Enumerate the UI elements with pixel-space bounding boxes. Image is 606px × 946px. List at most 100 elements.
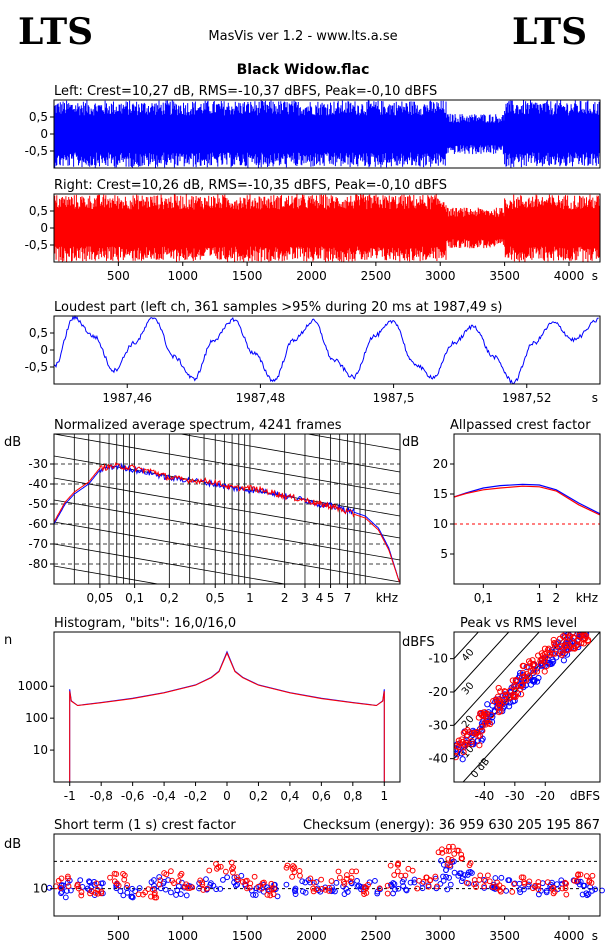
- peak_vs_rms-point: [567, 633, 574, 640]
- short_term_crest-point: [575, 872, 581, 879]
- short_term_crest-point: [136, 885, 143, 891]
- short_term_crest-point: [171, 880, 177, 887]
- right_waveform-xunit: s: [592, 269, 598, 283]
- histogram-xtick-label: 0: [223, 789, 231, 803]
- spectrum-diag: [54, 543, 288, 584]
- left_waveform-ytick-label: 0,5: [29, 110, 48, 124]
- peak_vs_rms-point: [581, 622, 586, 627]
- short_term_crest-point: [313, 886, 320, 893]
- short_term_crest-point: [87, 890, 93, 897]
- peak_vs_rms-point: [580, 632, 582, 633]
- peak_vs_rms-point: [518, 691, 525, 698]
- peak_vs_rms-point: [455, 744, 462, 751]
- short_term_crest-point: [520, 886, 527, 893]
- short_term_crest-xtick-label: 2000: [296, 929, 327, 943]
- loudest_part-xtick-label: 1987,46: [102, 391, 152, 405]
- short_term_crest-point: [292, 891, 299, 898]
- peak_vs_rms-point: [484, 701, 491, 708]
- peak_vs_rms-point: [562, 632, 569, 636]
- short_term_crest-point: [284, 862, 291, 869]
- short_term_crest-point: [543, 889, 550, 896]
- peak_vs_rms-point: [533, 668, 541, 675]
- short_term_crest-point: [518, 874, 525, 881]
- peak_vs_rms-point: [519, 669, 526, 676]
- short_term_crest-point: [310, 885, 316, 892]
- short_term_crest-point: [117, 888, 124, 895]
- short_term_crest-xunit: s: [592, 929, 598, 943]
- short_term_crest-point: [160, 880, 167, 887]
- short_term_crest-point: [481, 883, 488, 890]
- short_term_crest-point: [322, 886, 329, 893]
- short_term_crest-points: [46, 843, 605, 901]
- peak_vs_rms-point: [557, 642, 564, 649]
- short_term_crest-point: [434, 883, 440, 890]
- short_term_crest-point: [349, 868, 355, 875]
- short_term_crest-point: [376, 885, 383, 892]
- short_term_crest-point: [447, 862, 453, 869]
- short_term_crest-point: [535, 886, 542, 893]
- short_term_crest-point: [348, 874, 355, 881]
- peak_vs_rms-point: [583, 632, 590, 638]
- short_term_crest-point: [500, 884, 506, 891]
- short_term_crest-xtick-label: 1500: [232, 929, 263, 943]
- peak_vs_rms-point: [551, 641, 558, 648]
- peak_vs_rms-ytick-label: -10: [428, 652, 448, 666]
- peak_vs_rms-point: [541, 656, 548, 663]
- short_term_crest-point: [177, 891, 184, 898]
- peak_vs_rms-point: [505, 695, 512, 702]
- short_term_crest-point: [290, 863, 297, 869]
- peak_vs_rms-xlabel: dBFS: [570, 789, 600, 803]
- short_term_crest-point: [372, 877, 378, 884]
- peak_vs_rms-point: [462, 728, 469, 735]
- peak_vs_rms-point: [523, 664, 530, 671]
- short_term_crest-point: [562, 879, 568, 886]
- short_term_crest-point: [573, 877, 580, 884]
- peak_vs_rms-point: [495, 700, 503, 708]
- short_term_crest-point: [258, 885, 265, 892]
- spectrum-ytick-label: -50: [28, 497, 48, 511]
- short_term_crest-point: [583, 873, 590, 879]
- short_term_crest-point: [77, 877, 84, 883]
- short_term_crest-point: [214, 865, 220, 872]
- short_term_crest-point: [222, 868, 229, 875]
- short_term_crest-point: [64, 873, 71, 880]
- peak_vs_rms-ylabel: dBFS: [402, 635, 435, 650]
- short_term_crest-point: [74, 881, 81, 888]
- short_term_crest-frame: [53, 833, 601, 917]
- short_term_crest-point: [163, 871, 170, 878]
- short_term_crest-point: [199, 881, 206, 888]
- peak_vs_rms-point: [550, 636, 557, 644]
- histogram-xtick-label: 0,2: [249, 789, 268, 803]
- spectrum-xtick-label: 1: [246, 591, 254, 605]
- peak_vs_rms-point: [509, 677, 516, 684]
- short_term_crest-point: [289, 873, 295, 880]
- spectrum-xtick-label: 0,1: [125, 591, 144, 605]
- short_term_crest-point: [455, 872, 462, 879]
- short_term_crest-point: [387, 862, 394, 869]
- peak_vs_rms-point: [584, 636, 592, 644]
- short_term_crest-point: [355, 882, 362, 889]
- right_waveform-xtick-label: 4000: [554, 269, 585, 283]
- short_term_crest-point: [200, 887, 207, 893]
- loudest_part-ytick-label: 0,5: [29, 326, 48, 340]
- short_term_crest-point: [446, 874, 452, 881]
- right_waveform-signal: [53, 194, 601, 262]
- right_waveform-ytick-label: 0,5: [29, 204, 48, 218]
- short_term_crest-point: [93, 880, 100, 887]
- short_term_crest-point: [577, 878, 584, 885]
- short_term_crest-point: [271, 881, 278, 888]
- short_term_crest-point: [463, 880, 470, 886]
- peak_vs_rms-point: [480, 712, 487, 720]
- histogram-ytick-label: 10: [33, 743, 48, 757]
- short_term_crest-point: [182, 883, 188, 890]
- spectrum-xtick-label: 0,2: [160, 591, 179, 605]
- peak_vs_rms-point: [525, 658, 533, 665]
- short_term_crest-point: [140, 891, 146, 898]
- short_term_crest-point: [448, 857, 455, 863]
- right_waveform-xtick-label: 500: [107, 269, 130, 283]
- file-name: Black Widow.flac: [237, 62, 370, 78]
- short_term_crest-point: [58, 875, 65, 882]
- peak_vs_rms-point: [529, 661, 537, 669]
